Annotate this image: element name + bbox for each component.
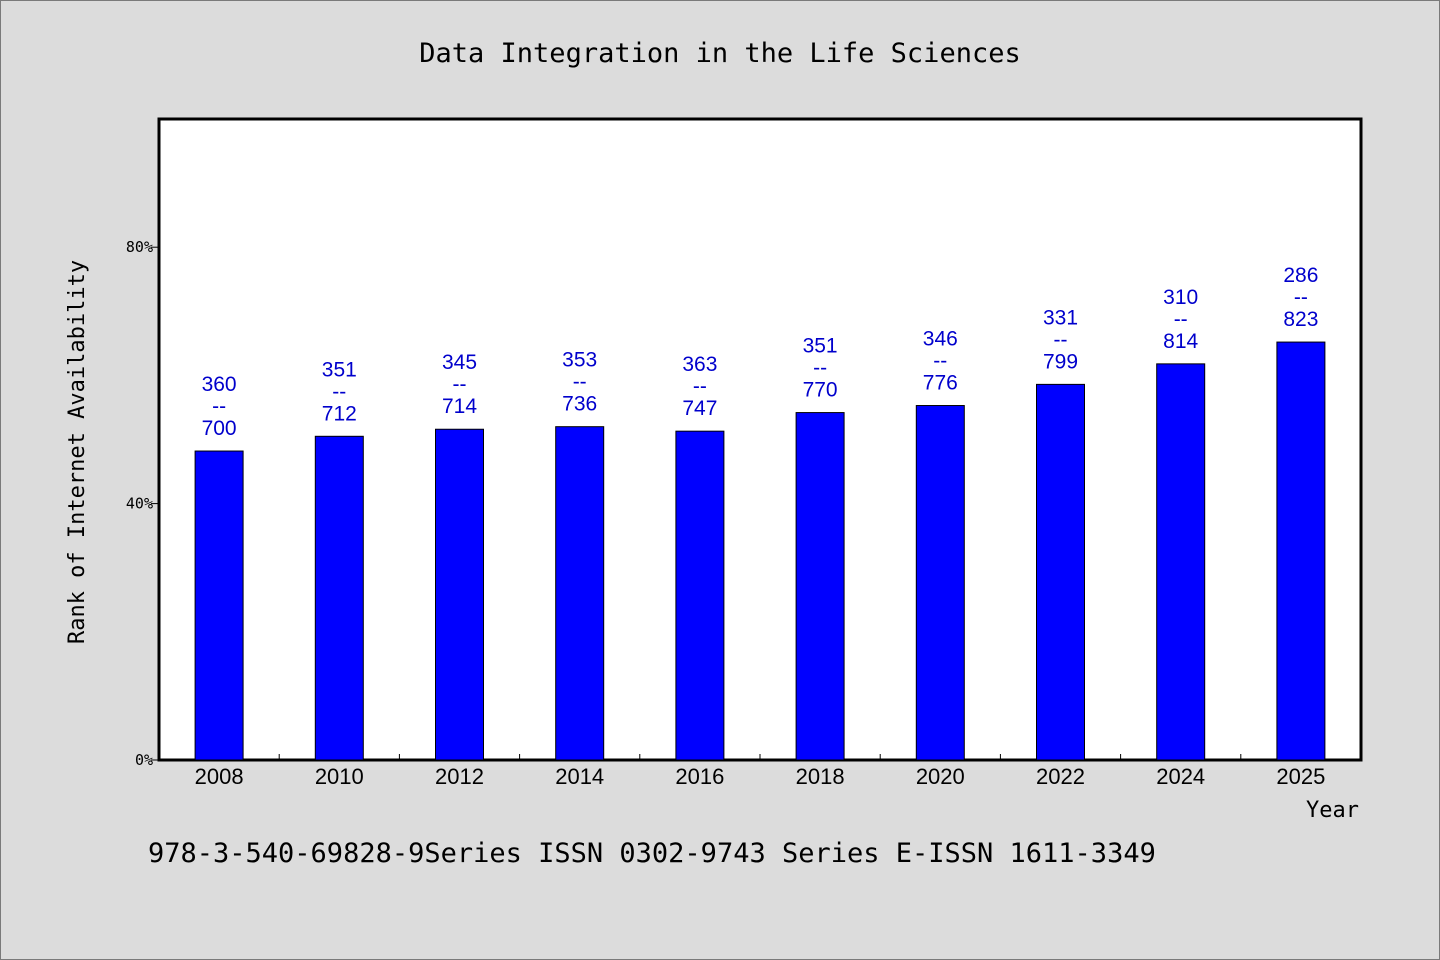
x-tick-label: 2010 [315, 764, 364, 789]
bar-value-label: -- [1294, 286, 1308, 309]
bar-value-label: 310 [1163, 286, 1198, 309]
bar-value-label: -- [573, 371, 587, 394]
bar-value-label: 360 [202, 373, 237, 396]
bar-value-label: 823 [1283, 308, 1318, 331]
bar-value-label: 700 [202, 417, 237, 440]
bar-value-label: 346 [923, 328, 958, 351]
x-tick-label: 2008 [195, 764, 244, 789]
bar-value-label: 770 [803, 379, 838, 402]
bar-value-label: -- [332, 380, 346, 403]
bar-series [194, 341, 1326, 761]
bar-value-label: -- [1174, 308, 1188, 331]
bar [1156, 363, 1206, 761]
x-tick-label: 2018 [796, 764, 845, 789]
x-axis-ticks: 2008 2010 2012 2014 2016 2018 2020 2022 2024 2025 [195, 754, 1325, 789]
bar-value-label: 736 [562, 393, 597, 416]
y-axis-ticks: 0% 40% 80% [126, 238, 159, 769]
y-tick-label: 0% [135, 751, 153, 769]
x-axis-title: Year [1306, 798, 1359, 823]
bar-value-label: 353 [562, 349, 597, 372]
x-tick-label: 2014 [555, 764, 604, 789]
y-axis-title: Rank of Internet Availability [65, 260, 90, 644]
x-tick-label: 2025 [1276, 764, 1325, 789]
bar-value-label: 351 [803, 335, 838, 358]
bar-value-label: 351 [322, 358, 357, 381]
bar-value-label: 776 [923, 372, 958, 395]
bar-value-label: 712 [322, 402, 357, 425]
bar [555, 426, 605, 761]
bar-value-label: -- [453, 373, 467, 396]
bar [1036, 383, 1085, 761]
x-tick-label: 2020 [916, 764, 965, 789]
bar [435, 428, 484, 761]
bar-value-label: -- [933, 350, 947, 373]
x-tick-label: 2024 [1156, 764, 1205, 789]
x-tick-label: 2016 [675, 764, 724, 789]
bar-value-label: -- [693, 375, 707, 398]
bar-value-label: 814 [1163, 330, 1198, 353]
bar-value-label: 363 [682, 353, 717, 376]
y-tick-label: 80% [126, 238, 153, 256]
bar-value-label: -- [813, 357, 827, 380]
bar [1276, 341, 1326, 761]
bar-value-label: 286 [1283, 264, 1318, 287]
bar [795, 412, 845, 761]
data-labels: 360--700351--712345--714353--736363--747… [202, 264, 1319, 440]
bar-value-label: 799 [1043, 350, 1078, 373]
bar-value-label: 714 [442, 395, 477, 418]
y-tick-label: 40% [126, 495, 153, 513]
bar-value-label: 345 [442, 351, 477, 374]
bar-value-label: -- [1054, 328, 1068, 351]
bar-value-label: 331 [1043, 306, 1078, 329]
footnote-text: 978-3-540-69828-9Series ISSN 0302-9743 S… [148, 838, 1156, 869]
x-tick-label: 2022 [1036, 764, 1085, 789]
bar-value-label: 747 [682, 397, 717, 420]
bar-value-label: -- [212, 395, 226, 418]
bar [675, 430, 725, 761]
x-tick-label: 2012 [435, 764, 484, 789]
bar [314, 435, 364, 761]
chart-title: Data Integration in the Life Sciences [419, 38, 1020, 69]
bar [915, 405, 965, 761]
bar [194, 450, 244, 761]
